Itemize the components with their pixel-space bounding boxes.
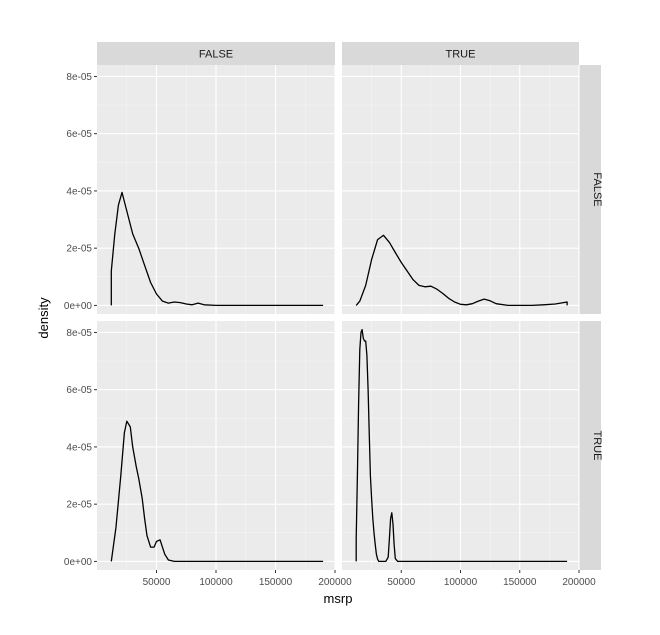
facet-strip-row-1 xyxy=(579,321,601,570)
x-tick-label: 150000 xyxy=(503,577,537,588)
density-curve-false-false xyxy=(110,191,324,307)
y-tick-label: 4e-05 xyxy=(66,186,92,197)
y-tick-label: 6e-05 xyxy=(66,385,92,396)
x-tick-label: 100000 xyxy=(444,577,478,588)
y-tick-label: 8e-05 xyxy=(66,72,92,83)
x-tick-label: 100000 xyxy=(199,577,233,588)
y-tick-label: 0e+00 xyxy=(64,301,93,312)
x-tick-label: 200000 xyxy=(562,577,596,588)
facet-label-row-1: TRUE xyxy=(591,431,603,461)
facet-label-col-0: FALSE xyxy=(199,49,233,61)
y-axis-title: density xyxy=(36,297,51,339)
y-tick-label: 8e-05 xyxy=(66,328,92,339)
facet-label-row-0: FALSE xyxy=(591,172,603,206)
x-tick-label: 50000 xyxy=(143,577,171,588)
facet-label-col-1: TRUE xyxy=(446,49,476,61)
y-tick-label: 4e-05 xyxy=(66,442,92,453)
y-tick-label: 2e-05 xyxy=(66,500,92,511)
density-curve-false-true xyxy=(110,420,324,563)
y-tick-label: 6e-05 xyxy=(66,129,92,140)
facet-strip-row-0 xyxy=(579,65,601,314)
x-tick-label: 150000 xyxy=(259,577,293,588)
x-tick-label: 50000 xyxy=(387,577,415,588)
density-curve-true-true xyxy=(355,328,568,563)
facet-strip-col-1 xyxy=(342,42,579,65)
density-curve-true-false xyxy=(355,234,568,307)
facet-strip-col-0 xyxy=(97,42,335,65)
y-tick-label: 2e-05 xyxy=(66,244,92,255)
x-axis-title: msrp xyxy=(324,591,353,606)
x-tick-label: 200000 xyxy=(318,577,352,588)
y-tick-label: 0e+00 xyxy=(64,557,93,568)
